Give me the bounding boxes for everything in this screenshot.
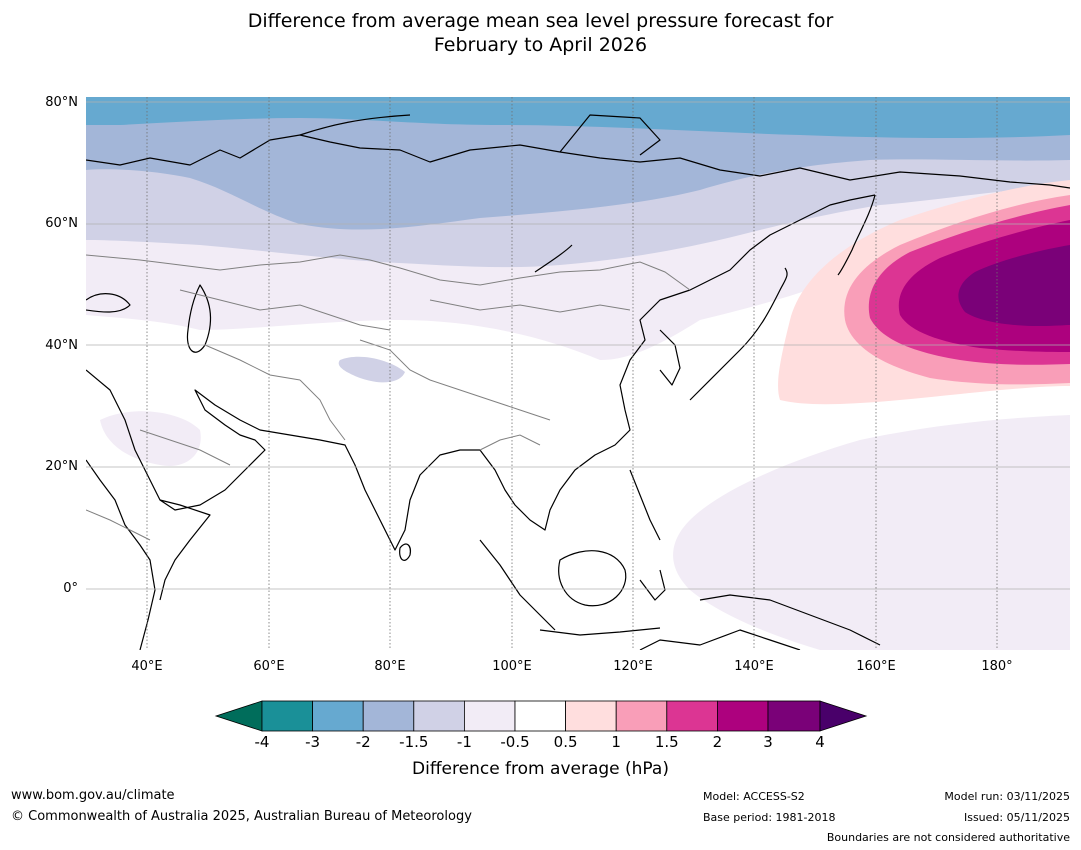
issued-date: Issued: 05/11/2025 — [963, 811, 1070, 824]
lat-label-40n: 40°N — [45, 338, 78, 353]
chart-title: Difference from average mean sea level p… — [0, 9, 1081, 57]
colorbar-label: Difference from average (hPa) — [412, 759, 669, 779]
lat-label-0: 0° — [63, 581, 78, 596]
colorbar-tick-minus-1.5: -1.5 — [399, 733, 429, 751]
colorbar — [214, 700, 868, 732]
anomaly-band-pacific-negative — [673, 415, 1070, 650]
title-line-1: Difference from average mean sea level p… — [247, 10, 834, 32]
coastline-africa — [86, 459, 156, 650]
colorbar-extend-high — [819, 700, 868, 732]
colorbar-segment-1 — [261, 700, 313, 732]
coastline-sulawesi — [639, 569, 666, 601]
colorbar-segment-11 — [767, 700, 821, 732]
base-period: Base period: 1981-2018 — [703, 811, 836, 824]
colorbar-segment-3 — [362, 700, 415, 732]
border-seasia — [479, 434, 541, 451]
border-mongolia-china — [429, 299, 631, 313]
colorbar-tick-1: 1 — [611, 733, 621, 751]
coastline-new-guinea — [699, 594, 881, 646]
colorbar-tick-0.5: 0.5 — [553, 733, 578, 751]
map-area — [86, 97, 1070, 650]
graticule — [86, 97, 1070, 650]
coastline-caspian — [186, 284, 211, 353]
coastline-sumatra — [479, 539, 556, 631]
lat-label-20n: 20°N — [45, 459, 78, 474]
colorbar-segment-9 — [666, 700, 718, 732]
coastline-taimyr — [559, 114, 661, 156]
lat-label-80n: 80°N — [45, 95, 78, 110]
title-line-2: February to April 2026 — [433, 34, 648, 56]
lon-label-120e: 120°E — [613, 659, 653, 674]
colorbar-extend-low — [214, 700, 263, 732]
border-africa — [86, 509, 151, 541]
coastline-borneo — [558, 550, 627, 607]
model-name: Model: ACCESS-S2 — [703, 790, 805, 803]
boundaries-disclaimer: Boundaries are not considered authoritat… — [826, 831, 1070, 844]
coastline-korea — [659, 329, 681, 386]
anomaly-band-minus-2 — [86, 97, 1070, 139]
colorbar-tick-1.5: 1.5 — [654, 733, 679, 751]
colorbar-tick-4: 4 — [815, 733, 825, 751]
colorbar-tick-minus-4: -4 — [254, 733, 270, 751]
coastline-sri-lanka — [399, 543, 411, 561]
coastline-horn-of-africa — [159, 499, 211, 601]
colorbar-tick-minus-1: -1 — [456, 733, 472, 751]
coastline-kamchatka — [837, 194, 876, 276]
border-arabia — [139, 429, 231, 466]
coastline-japan — [689, 267, 788, 401]
lon-label-60e: 60°E — [253, 659, 285, 674]
coastline-australia — [639, 629, 801, 650]
colorbar-tick-minus-2: -2 — [355, 733, 371, 751]
coastline-mideast-india-seasia — [86, 194, 876, 551]
coastline-black-sea — [86, 293, 131, 313]
coastline-novaya-zemlya — [299, 114, 411, 136]
border-china-west — [359, 339, 551, 421]
anomaly-blob-arabia — [100, 411, 201, 466]
lon-label-40e: 40°E — [131, 659, 163, 674]
border-india-pakistan — [299, 379, 346, 441]
colorbar-tick-3: 3 — [763, 733, 773, 751]
colorbar-segment-5 — [463, 700, 516, 732]
website-link[interactable]: www.bom.gov.au/climate — [11, 788, 175, 803]
anomaly-ring-3 — [958, 245, 1070, 326]
colorbar-tick-minus-0.5: -0.5 — [500, 733, 530, 751]
colorbar-segment-6 — [514, 700, 566, 732]
coastline-baikal — [534, 244, 573, 273]
lat-label-60n: 60°N — [45, 216, 78, 231]
lon-label-180: 180° — [981, 659, 1013, 674]
border-iran — [204, 344, 301, 381]
coastline-java — [539, 627, 661, 636]
colorbar-segment-7 — [565, 700, 617, 732]
lon-label-100e: 100°E — [492, 659, 532, 674]
lon-label-160e: 160°E — [856, 659, 896, 674]
coastline-arctic — [86, 134, 1070, 189]
colorbar-segment-8 — [615, 700, 668, 732]
colorbar-tick-2: 2 — [712, 733, 723, 751]
colorbar-segment-2 — [312, 700, 364, 732]
country-borders — [86, 254, 691, 541]
colorbar-segment-10 — [717, 700, 769, 732]
border-kazakhstan — [179, 289, 391, 331]
coastline-philippines — [629, 469, 661, 541]
lon-label-140e: 140°E — [734, 659, 774, 674]
lon-label-80e: 80°E — [374, 659, 406, 674]
colorbar-segment-4 — [413, 700, 465, 732]
anomaly-blob-himalaya — [338, 356, 405, 383]
coastlines — [86, 114, 1070, 650]
copyright-text: © Commonwealth of Australia 2025, Austra… — [11, 809, 472, 824]
border-russia-south — [86, 254, 691, 291]
colorbar-tick-minus-3: -3 — [305, 733, 321, 751]
model-run-date: Model run: 03/11/2025 — [944, 790, 1070, 803]
